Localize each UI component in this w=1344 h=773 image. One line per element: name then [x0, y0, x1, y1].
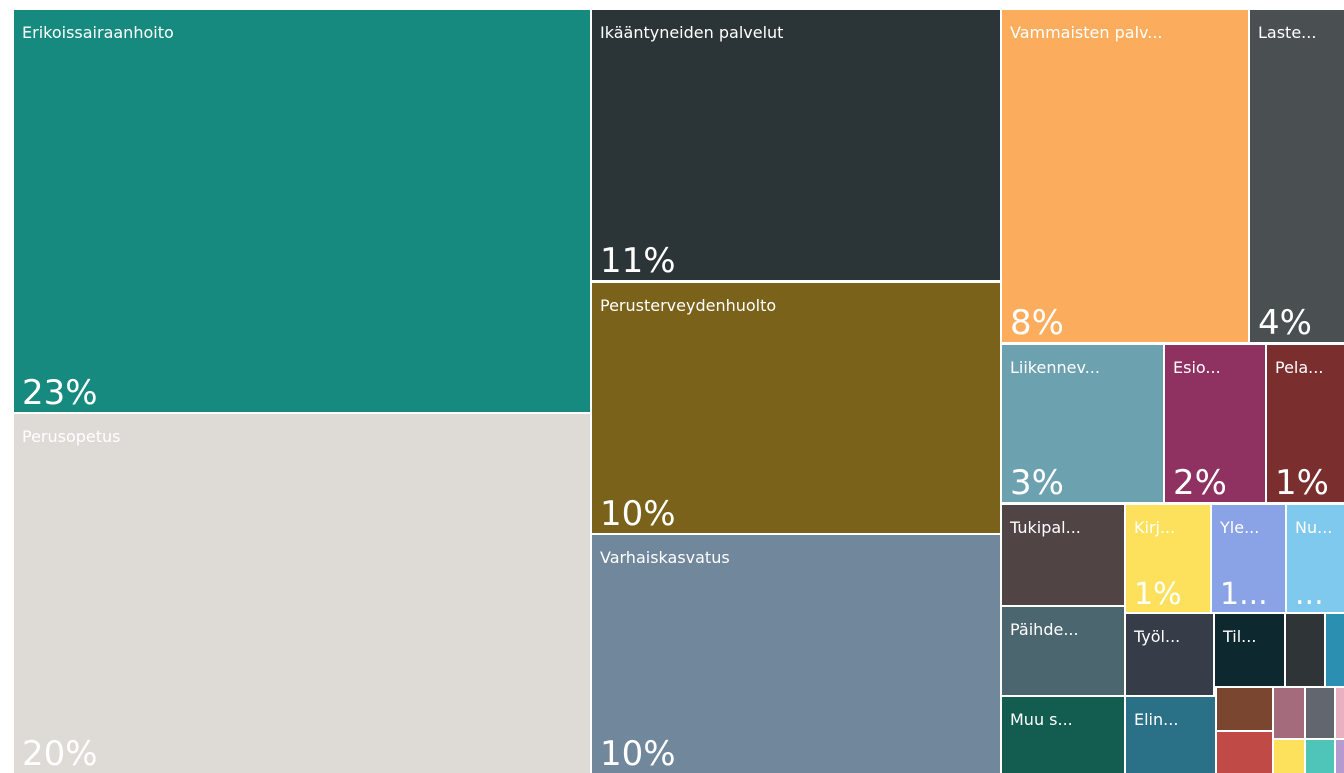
tile-label: Varhaiskasvatus: [600, 548, 730, 567]
tile: [1336, 688, 1344, 738]
tile: [1326, 614, 1344, 686]
tile: [1165, 345, 1265, 502]
tile-label: Kirj...: [1134, 518, 1175, 537]
tile: [14, 414, 590, 773]
tile-label: Vammaisten palv...: [1010, 23, 1163, 42]
tile: [1336, 740, 1344, 773]
tile-label: Laste...: [1258, 23, 1316, 42]
tile-value: 1%: [1275, 463, 1329, 503]
tile-label: Tukipal...: [1009, 518, 1081, 537]
tile: [1126, 614, 1213, 695]
tile: [1274, 740, 1304, 773]
tile: [1215, 614, 1284, 686]
tile-label: Ikääntyneiden palvelut: [600, 23, 783, 42]
tile-label: Päihde...: [1010, 620, 1079, 639]
tile-label: Til...: [1222, 627, 1256, 646]
tile-value: 3%: [1010, 463, 1064, 503]
tile-value: 20%: [22, 734, 98, 773]
tile-label: Perusopetus: [22, 427, 121, 446]
tile: [1002, 697, 1124, 773]
tile-value: 1%: [1134, 577, 1182, 612]
tile: [1002, 505, 1124, 605]
tile-value: 8%: [1010, 303, 1064, 343]
tile-label: Yle...: [1219, 518, 1259, 537]
tile: [592, 535, 1000, 773]
tile-value: 4%: [1258, 303, 1312, 343]
tile: [1002, 607, 1124, 695]
tile: [1002, 345, 1163, 502]
tile-value: 10%: [600, 734, 676, 773]
tile-value: 1...: [1220, 577, 1268, 612]
tile-label: Liikennev...: [1010, 358, 1100, 377]
tile: [1217, 732, 1272, 773]
tile: [1306, 740, 1334, 773]
tile: [1212, 505, 1285, 612]
tile-value: 11%: [600, 241, 676, 281]
tile-label: Esio...: [1173, 358, 1221, 377]
tile: [592, 10, 1000, 280]
tile-label: Pela...: [1275, 358, 1323, 377]
tile-label: Erikoissairaanhoito: [22, 23, 174, 42]
tile-label: Perusterveydenhuolto: [600, 296, 776, 315]
tile: [1126, 697, 1215, 773]
tile: [1286, 614, 1324, 686]
tile-value: ...: [1295, 577, 1324, 612]
tile-value: 23%: [22, 373, 98, 413]
tile-label: Muu s...: [1010, 710, 1073, 729]
tile: [1287, 505, 1344, 612]
tile-value: 2%: [1173, 463, 1227, 503]
tile: [1002, 10, 1248, 342]
tile: [1126, 505, 1210, 612]
tile: [14, 10, 590, 412]
tile-label: Elin...: [1134, 710, 1178, 729]
tile: [1274, 688, 1304, 738]
tile: [1250, 10, 1344, 342]
tile-label: Työl...: [1133, 627, 1180, 646]
tile-value: 10%: [600, 494, 676, 534]
tile: [1306, 688, 1334, 738]
tile: [1267, 345, 1344, 502]
tile: [1217, 688, 1272, 730]
tile: [592, 283, 1000, 533]
tile-label: Nu...: [1295, 518, 1332, 537]
